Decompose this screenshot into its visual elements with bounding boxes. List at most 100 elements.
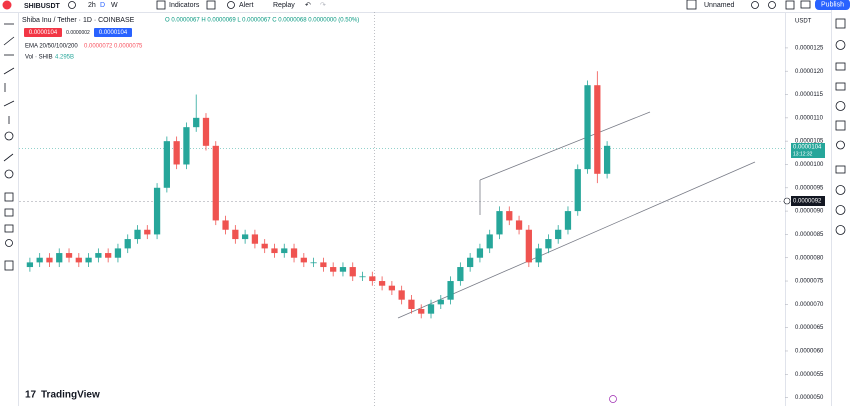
redo[interactable]: ↷ [320, 2, 326, 9]
axis-currency[interactable]: USDT [795, 19, 812, 25]
candle-body [574, 169, 581, 212]
candle-body [183, 127, 190, 165]
candle-body [281, 248, 288, 254]
right-toolbar [835, 18, 846, 235]
ideas[interactable] [835, 120, 846, 131]
candle-body [564, 211, 572, 230]
alerts[interactable] [835, 40, 846, 50]
notifications[interactable] [835, 205, 846, 215]
hotlists[interactable] [835, 82, 846, 91]
candle-body [369, 276, 376, 282]
event-marker[interactable] [609, 395, 617, 403]
buy-price: 0.0000104 [99, 30, 128, 36]
y-tick-label: 0.0000090 [795, 209, 824, 215]
candle-body [594, 85, 601, 174]
y-tick-label: 0.0000125 [795, 45, 824, 51]
sell-button[interactable] [24, 28, 62, 37]
channel-top [479, 111, 651, 181]
zoom-tool[interactable] [4, 169, 14, 179]
y-tick-label: 0.0000055 [795, 372, 824, 378]
price-axis: 0.0000125 0.0000120 0.0000115 0.0000110 0.00… [785, 45, 824, 401]
candle-body [85, 257, 92, 263]
y-tick-label: 0.0000120 [795, 69, 824, 75]
brand-logo: 17 [25, 390, 37, 401]
magnet-tool[interactable] [4, 192, 14, 202]
chat[interactable] [835, 165, 846, 174]
candle-body [212, 145, 219, 221]
candle-body [251, 234, 259, 244]
candle-body [310, 262, 317, 264]
candle-body [476, 248, 484, 258]
sell-price: 0.0000104 [29, 30, 58, 36]
y-tick-label: 0.0000050 [795, 395, 824, 401]
buy-button[interactable] [94, 28, 132, 37]
calendar[interactable] [835, 101, 846, 111]
replay-button[interactable]: Replay [273, 2, 295, 9]
last-price-tag [791, 143, 825, 158]
layout-icon[interactable] [686, 0, 697, 10]
candle-body [65, 253, 73, 258]
pattern-tool[interactable] [3, 67, 15, 75]
candle-body [56, 253, 63, 263]
candle-body [163, 141, 170, 188]
candle-body [427, 304, 435, 314]
help[interactable] [835, 185, 846, 195]
interval[interactable]: W [111, 2, 118, 9]
lock-all-tool[interactable] [4, 224, 14, 233]
candle-body [144, 229, 151, 235]
symbol-box[interactable]: SHIBUSDT [24, 3, 61, 10]
streams[interactable] [836, 140, 845, 150]
search-icon[interactable] [751, 1, 759, 9]
trash-tool[interactable] [4, 260, 14, 271]
indicators-button[interactable]: Indicators [169, 2, 200, 9]
candle-body [506, 211, 513, 221]
support[interactable] [835, 225, 846, 235]
add-alert[interactable] [783, 197, 791, 205]
candle-body [173, 141, 180, 165]
candle-body [349, 267, 356, 277]
candle-body [75, 257, 82, 263]
cursor-price-tag [791, 196, 825, 206]
candle-body [95, 253, 102, 258]
lock-tool[interactable] [4, 208, 14, 217]
candle-body [330, 267, 337, 272]
add-symbol[interactable] [68, 1, 76, 9]
candle-body [457, 267, 464, 282]
templates-icon[interactable] [206, 0, 216, 10]
screenshot-icon[interactable] [800, 0, 811, 9]
measure-tool[interactable] [3, 153, 14, 162]
fullscreen-icon[interactable] [785, 0, 795, 10]
alert-button[interactable]: Alert [239, 2, 253, 9]
parallel-channel[interactable] [397, 111, 756, 319]
candle-body [36, 257, 43, 263]
symbol: SHIBUSDT [24, 3, 61, 10]
candle-body [134, 229, 141, 240]
layout-name[interactable]: Unnamed [704, 2, 734, 9]
icon-tool[interactable] [4, 131, 14, 141]
undo[interactable]: ↶ [305, 2, 311, 9]
trendline-tool[interactable] [3, 36, 15, 46]
avatar[interactable] [2, 0, 12, 10]
y-tick-label: 0.0000095 [795, 185, 824, 191]
alert-icon [227, 1, 235, 9]
ema-values: 0.0000072 0.0000075 [84, 44, 143, 50]
y-tick-label: 0.0000115 [795, 92, 824, 98]
indicators-icon [156, 0, 166, 10]
interval[interactable]: D [100, 2, 105, 9]
candle-body [378, 281, 386, 286]
interval[interactable]: 2h [88, 2, 96, 9]
y-tick-label: 0.0000070 [795, 302, 824, 308]
candle-body [603, 145, 611, 174]
hide-tool[interactable] [5, 239, 13, 247]
data-window[interactable] [835, 62, 846, 71]
candle-body [124, 239, 131, 249]
watchlist[interactable] [835, 18, 846, 29]
publish-button[interactable] [815, 0, 850, 10]
settings-icon[interactable] [768, 1, 776, 9]
legend-title: Shiba Inu / Tether · 1D · COINBASE [22, 17, 135, 24]
brush-tool[interactable] [3, 100, 15, 107]
candle-body [408, 299, 415, 310]
countdown: 13:12:32 [793, 151, 813, 157]
legend-ohlc: O 0.0000067 H 0.0000069 L 0.0000067 C 0.… [165, 18, 359, 24]
